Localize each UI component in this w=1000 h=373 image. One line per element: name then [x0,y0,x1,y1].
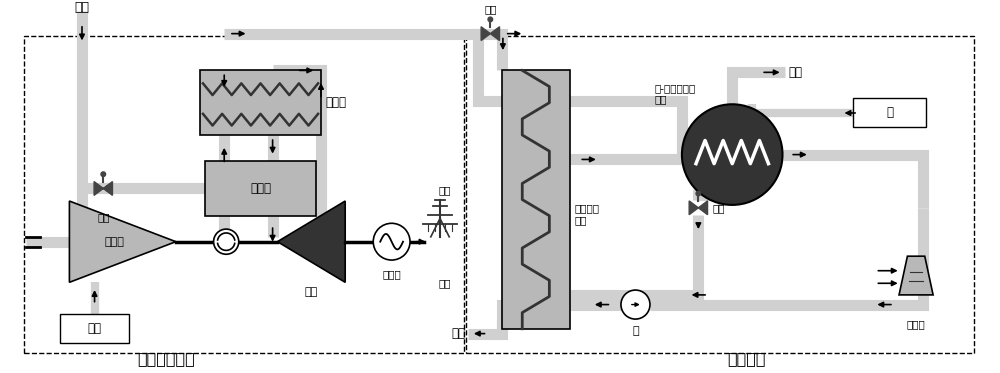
Circle shape [373,223,410,260]
Text: 电网: 电网 [438,185,451,195]
Text: 阀门: 阀门 [97,213,110,223]
Bar [502,70,570,329]
Circle shape [696,191,701,196]
Text: 热水: 热水 [788,66,802,79]
FancyBboxPatch shape [853,98,926,128]
Text: 供热系统: 供热系统 [727,351,766,367]
Circle shape [101,172,106,176]
Polygon shape [277,201,345,282]
Bar [200,70,321,135]
Text: 管壳式换
热器: 管壳式换 热器 [575,203,600,225]
Polygon shape [481,27,490,41]
Text: 燃料: 燃料 [74,1,89,14]
Polygon shape [69,201,176,282]
Text: 阀门: 阀门 [713,203,725,213]
Circle shape [488,17,493,22]
Text: 发电机: 发电机 [382,269,401,279]
Text: 压气机: 压气机 [105,237,125,247]
Polygon shape [689,201,698,215]
Text: 泵: 泵 [632,326,639,336]
Text: 微型燃气轮机: 微型燃气轮机 [137,351,195,367]
Polygon shape [698,201,708,215]
Text: 回热器: 回热器 [326,96,347,109]
Circle shape [621,290,650,319]
Text: 水-水板式热交
换器: 水-水板式热交 换器 [655,83,696,104]
Circle shape [214,229,239,254]
Text: 空气: 空气 [88,322,102,335]
Text: 阀门: 阀门 [484,4,497,14]
Polygon shape [899,256,933,295]
Text: 冷却塔: 冷却塔 [907,319,925,329]
Polygon shape [103,182,112,195]
Text: 透平: 透平 [305,288,318,298]
Text: 燃烧室: 燃烧室 [250,182,271,195]
Text: 供电: 供电 [438,279,451,288]
Circle shape [682,104,783,205]
Polygon shape [94,182,103,195]
FancyBboxPatch shape [60,314,129,343]
Text: 烟气: 烟气 [451,327,465,340]
Text: 水: 水 [886,106,893,119]
Bar [205,162,316,216]
Polygon shape [490,27,500,41]
